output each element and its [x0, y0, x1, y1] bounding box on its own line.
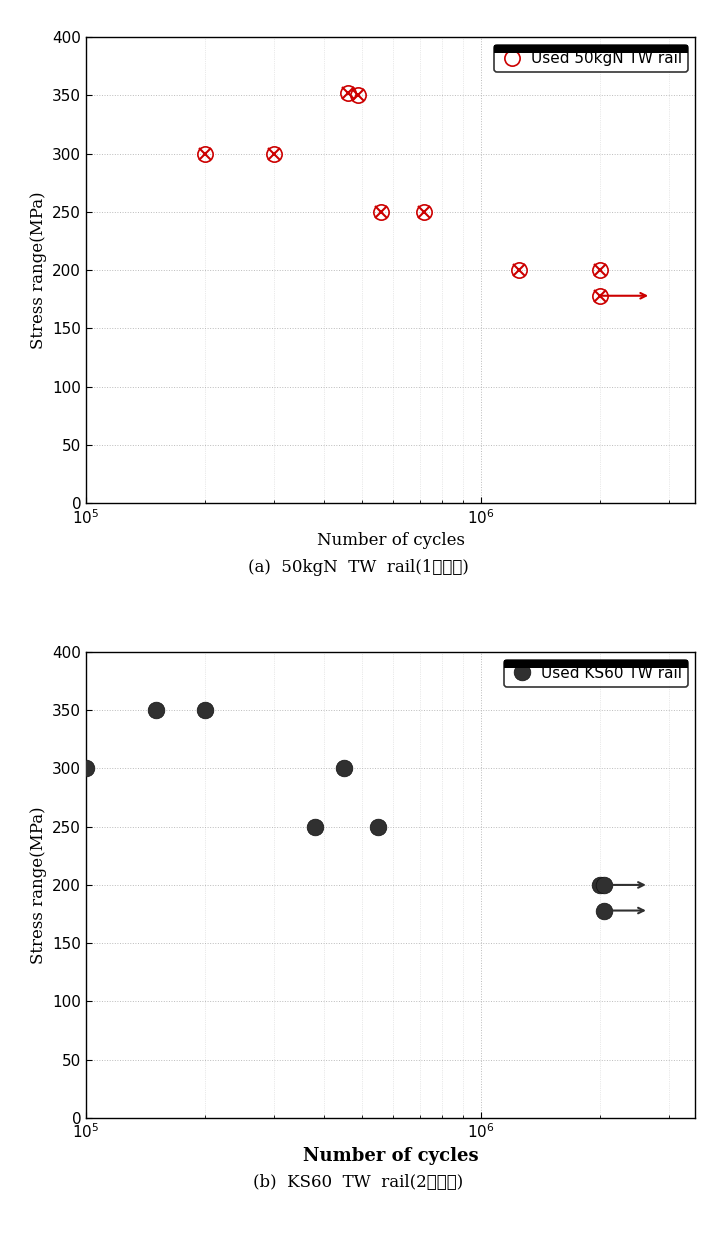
Legend: Used KS60 TW rail: Used KS60 TW rail — [504, 660, 688, 687]
Y-axis label: Stress range(MPa): Stress range(MPa) — [29, 191, 47, 349]
X-axis label: Number of cycles: Number of cycles — [317, 532, 465, 549]
Bar — [494, 45, 688, 53]
Y-axis label: Stress range(MPa): Stress range(MPa) — [29, 806, 47, 964]
Legend: Used 50kgN TW rail: Used 50kgN TW rail — [494, 45, 688, 72]
X-axis label: Number of cycles: Number of cycles — [303, 1146, 478, 1165]
Bar — [504, 660, 688, 668]
Text: (b)  KS60  TW  rail(2차년도): (b) KS60 TW rail(2차년도) — [253, 1174, 464, 1191]
Text: (a)  50kgN  TW  rail(1차년도): (a) 50kgN TW rail(1차년도) — [248, 559, 469, 576]
